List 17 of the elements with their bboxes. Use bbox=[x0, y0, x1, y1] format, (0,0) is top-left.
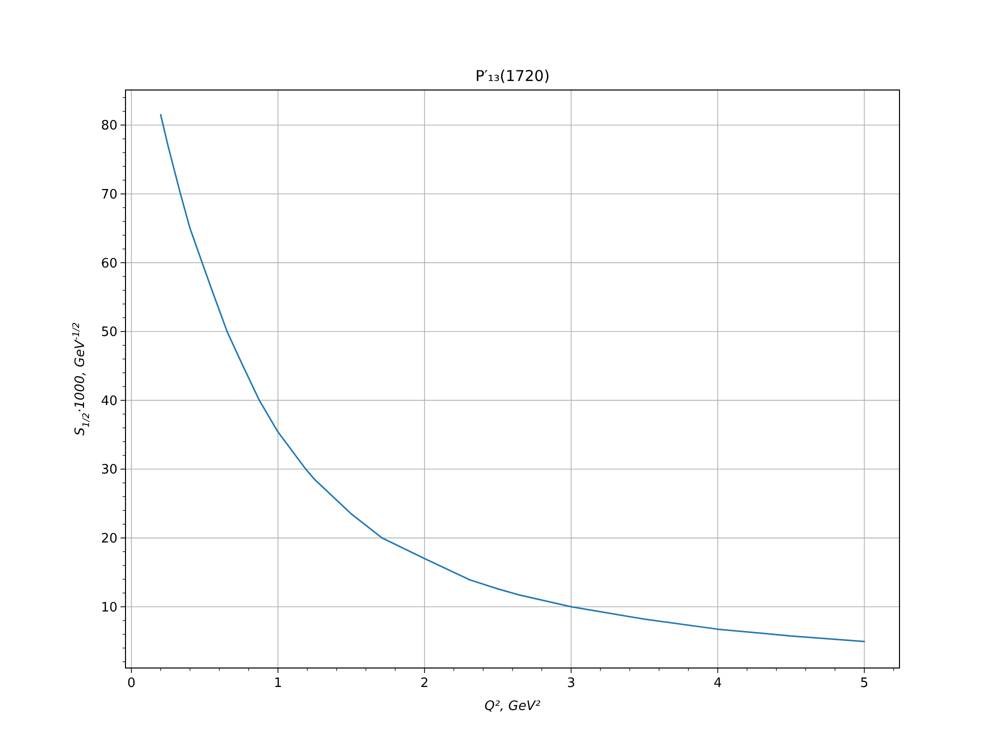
y-tick-label: 80 bbox=[100, 118, 118, 134]
x-tick-label: 5 bbox=[860, 676, 868, 691]
x-tick-label: 1 bbox=[274, 676, 282, 691]
y-tick-label: 50 bbox=[100, 325, 118, 340]
x-tick-label: 2 bbox=[420, 676, 429, 691]
y-tick-label: 10 bbox=[100, 600, 118, 616]
line-series bbox=[160, 114, 866, 642]
y-tick-label: 70 bbox=[100, 187, 118, 202]
y-tick-label: 60 bbox=[100, 256, 118, 272]
x-axis-title: Q², GeV² bbox=[484, 699, 540, 714]
y-tick-label: 20 bbox=[100, 532, 118, 546]
x-tick-label: 0 bbox=[127, 676, 136, 691]
x-tick-label: 3 bbox=[566, 676, 576, 691]
x-tick-label: 4 bbox=[714, 676, 722, 691]
chart-title: P′₁₃(1720) bbox=[475, 67, 550, 85]
y-tick-label: 30 bbox=[100, 462, 118, 478]
y-tick-label: 40 bbox=[100, 394, 118, 409]
